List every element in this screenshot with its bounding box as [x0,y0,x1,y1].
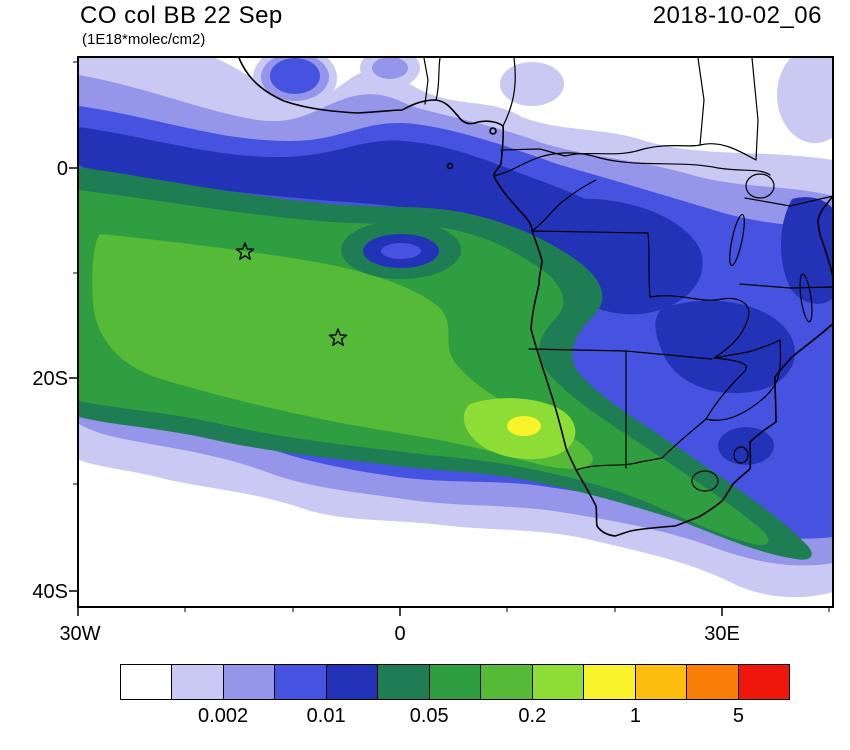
lake-malawi [799,273,813,323]
star-marker-2 [328,328,348,346]
x-tick-label-0: 0 [394,623,405,645]
colorbar-cell-9 [531,665,584,699]
colorbar-cell-4 [274,665,326,699]
star-marker-1 [235,242,255,260]
x-tick-label-30w: 30W [59,623,100,645]
contour-level-5-se-coast [718,427,774,465]
colorbar-cell-5 [325,665,378,699]
geography [235,58,832,537]
colorbar-cell-7 [428,665,481,699]
lesotho-border [691,470,719,492]
colorbar-tick-label-0.002: 0.002 [198,705,249,727]
contour-level-5-zambezi [655,300,795,394]
colorbar-cell-1 [121,665,172,699]
colorbar-tick-label-1: 1 [629,705,641,727]
contour-level-10 [507,416,541,436]
colorbar-tick-label-0.01: 0.01 [306,705,346,727]
colorbar-tick-label-0.05: 0.05 [409,705,449,727]
minor-ticks [73,61,830,612]
colorbar-cell-3 [222,665,275,699]
datetime-label: 2018-10-02_06 [652,2,822,29]
colorbar-cell-2 [171,665,223,699]
units-subtitle: (1E18*molec/cm2) [82,31,206,48]
eswatini-border [733,446,749,464]
contour-fills [79,58,832,598]
sao-tome-island [446,162,454,170]
colorbar-labels: 0.002 0.01 0.05 0.2 1 5 [120,705,790,731]
contour-level-4-patch [270,58,320,94]
contour-level-5-east-edge [781,197,832,304]
contour-level-3-patch [372,58,408,79]
colorbar-cells [121,665,790,699]
colorbar-cell-11 [634,665,687,699]
contour-level-2-patch [500,62,564,106]
bioko-island [489,127,497,135]
map-frame [77,56,834,608]
africa-coastline [238,58,832,537]
lake-victoria [745,173,775,199]
colorbar [120,664,790,700]
colorbar-cell-8 [480,665,532,699]
colorbar-tick-label-0.2: 0.2 [518,705,547,727]
x-tick-label-30e: 30E [704,623,740,645]
axis-labels: 0 20S 40S 30W 0 30E [32,158,739,645]
colorbar-cell-10 [583,665,635,699]
lake-tanganyika [729,213,745,267]
y-tick-label-40s: 40S [32,581,68,603]
major-ticks [69,167,723,616]
country-borders [423,58,832,471]
page-title: CO col BB 22 Sep [80,2,283,29]
colorbar-cell-13 [737,665,790,699]
map-plot: 0 20S 40S 30W 0 30E [32,56,834,645]
colorbar-cell-6 [377,665,429,699]
colorbar-cell-12 [686,665,738,699]
y-tick-label-0: 0 [57,158,68,180]
plume-eye-blue-center [381,243,421,259]
contour-level-2-patch [777,58,832,143]
colorbar-tick-label-5: 5 [732,705,745,727]
y-tick-label-20s: 20S [32,368,68,390]
